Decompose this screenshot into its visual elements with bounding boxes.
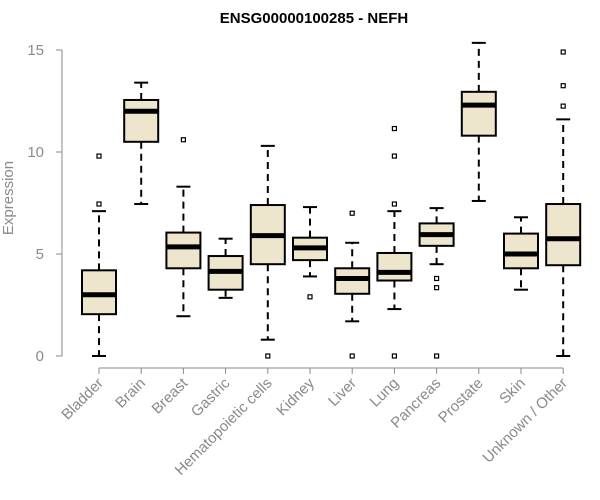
- outlier-point: [180, 137, 186, 143]
- outlier-point: [434, 275, 440, 282]
- iqr-box: [165, 231, 202, 270]
- iqr-box: [545, 203, 582, 267]
- iqr-box: [460, 90, 497, 137]
- box-unknown-other: [545, 49, 582, 357]
- box-brain: [123, 81, 160, 206]
- y-tick-label: 5: [36, 246, 44, 263]
- outlier-point: [349, 353, 355, 359]
- outlier-point: [434, 353, 440, 359]
- x-tick-label: Liver: [325, 375, 360, 410]
- iqr-box: [503, 232, 539, 270]
- box-gastric: [207, 237, 244, 299]
- outlier-point: [391, 353, 397, 359]
- outlier-point: [96, 201, 102, 207]
- y-tick-label: 15: [27, 42, 44, 59]
- box-kidney: [292, 206, 328, 300]
- x-tick-label: Lung: [367, 375, 403, 411]
- iqr-box: [334, 267, 371, 295]
- box-pancreas: [418, 207, 455, 359]
- iqr-box: [376, 251, 413, 282]
- outlier-point: [391, 153, 397, 159]
- outlier-point: [391, 125, 397, 132]
- x-tick-label: Kidney: [273, 374, 318, 419]
- y-axis-label: Expression: [0, 161, 17, 235]
- y-tick-label: 10: [27, 144, 44, 161]
- outlier-point: [96, 153, 102, 159]
- x-tick-label: Breast: [149, 374, 192, 417]
- outlier-point: [560, 83, 566, 89]
- outlier-point: [434, 285, 440, 291]
- x-tick-label: Brain: [112, 375, 149, 412]
- box-lung: [376, 125, 413, 359]
- chart-title: ENSG00000100285 - NEFH: [220, 10, 408, 27]
- iqr-box: [123, 98, 160, 143]
- x-tick-label: Skin: [496, 375, 529, 408]
- outlier-point: [349, 210, 355, 216]
- boxes-group: [81, 41, 582, 359]
- y-tick-label: 0: [36, 348, 44, 365]
- outlier-point: [560, 49, 566, 55]
- box-skin: [503, 216, 539, 291]
- x-tick-label: Prostate: [435, 375, 487, 427]
- box-prostate: [460, 41, 497, 202]
- outlier-point: [560, 103, 566, 109]
- box-liver: [334, 210, 371, 359]
- outlier-point: [307, 294, 313, 300]
- y-axis: 0 5 10 15: [27, 42, 63, 365]
- box-breast: [165, 137, 202, 318]
- box-hematopoietic-cells: [249, 144, 286, 359]
- x-tick-label: Bladder: [58, 375, 107, 424]
- iqr-box: [81, 269, 117, 316]
- outlier-point: [265, 353, 271, 359]
- outlier-point: [391, 201, 397, 207]
- box-bladder: [81, 153, 117, 357]
